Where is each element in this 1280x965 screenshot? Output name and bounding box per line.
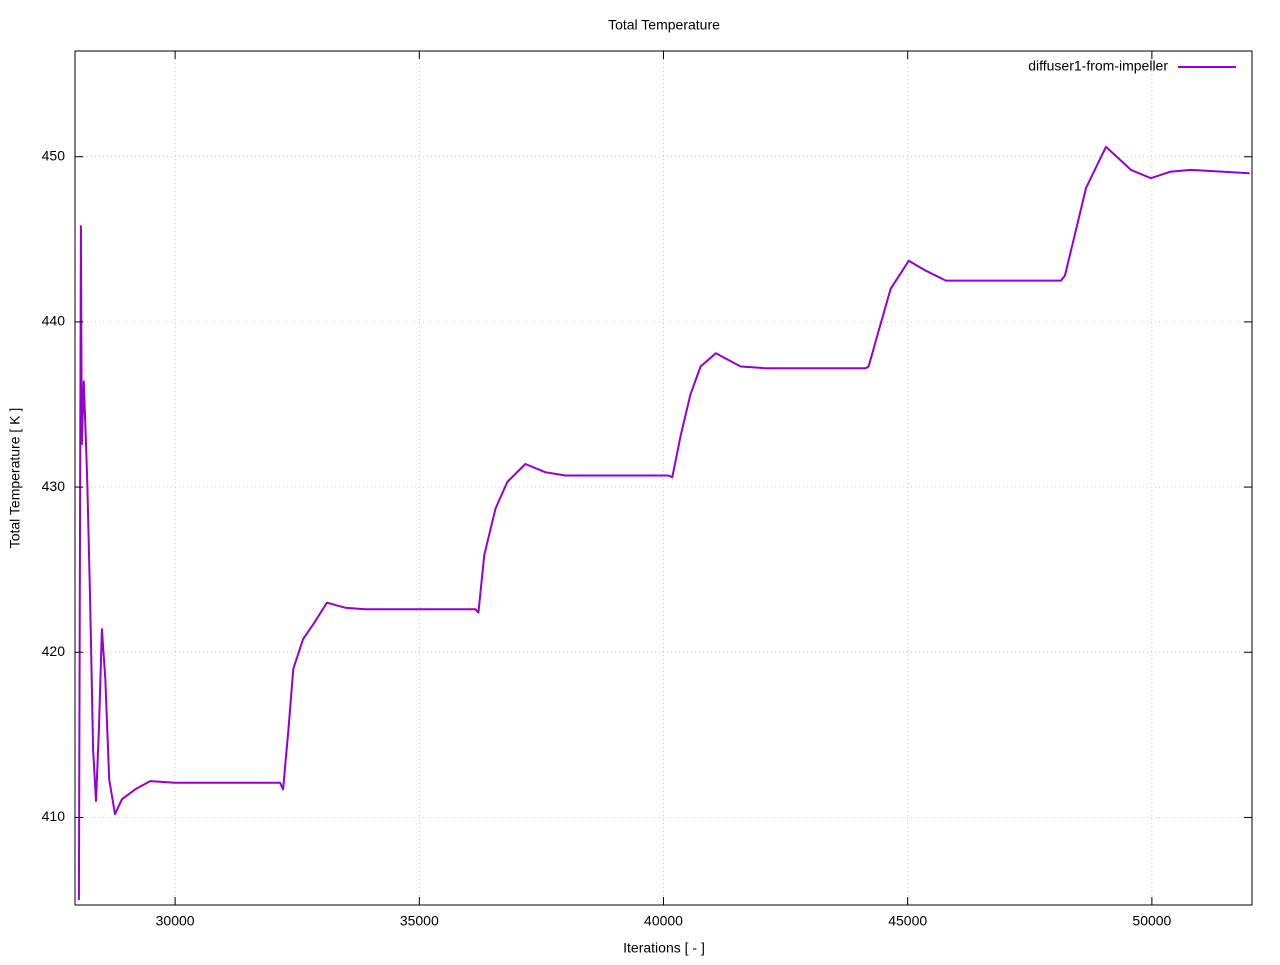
grid [75, 51, 1252, 905]
ticks: 30000 35000 40000 45000 50000 410 420 430 440 450 [42, 51, 1252, 929]
y-tick-label: 430 [42, 478, 66, 494]
chart-title: Total Temperature [608, 17, 720, 33]
x-axis-label: Iterations [ - ] [623, 940, 705, 956]
y-axis-label: Total Temperature [ K ] [7, 408, 23, 549]
x-tick-label: 35000 [400, 913, 439, 929]
x-tick-label: 45000 [888, 913, 927, 929]
data-line [77, 145, 1250, 901]
x-tick-label: 40000 [644, 913, 683, 929]
y-tick-label: 450 [42, 147, 66, 163]
x-tick-label: 30000 [156, 913, 195, 929]
legend-label: diffuser1-from-impeller [1028, 58, 1168, 74]
y-tick-label: 420 [42, 643, 66, 659]
x-tick-label: 50000 [1132, 913, 1171, 929]
plot-area [77, 145, 1250, 901]
y-tick-label: 410 [42, 808, 66, 824]
y-tick-label: 440 [42, 313, 66, 329]
